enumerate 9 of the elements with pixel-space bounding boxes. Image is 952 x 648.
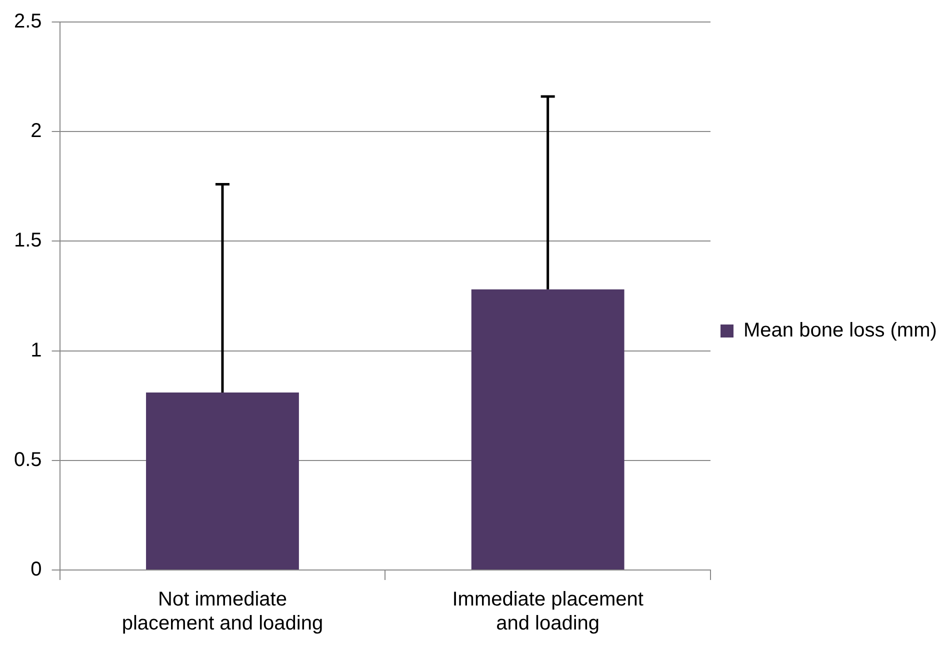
- y-tick-label: 1: [30, 339, 42, 362]
- y-tick-label: 2.5: [14, 10, 42, 33]
- x-tick-label: Immediate placement and loading: [452, 588, 644, 635]
- y-tick-label: 0.5: [14, 448, 42, 471]
- y-tick-label: 1.5: [14, 230, 42, 252]
- legend-label: Mean bone loss (mm): [744, 320, 937, 342]
- y-tick-label: 0: [30, 558, 42, 581]
- x-tick-label: Not immediate placement and loading: [122, 588, 324, 635]
- y-tick-label: 2: [30, 120, 42, 142]
